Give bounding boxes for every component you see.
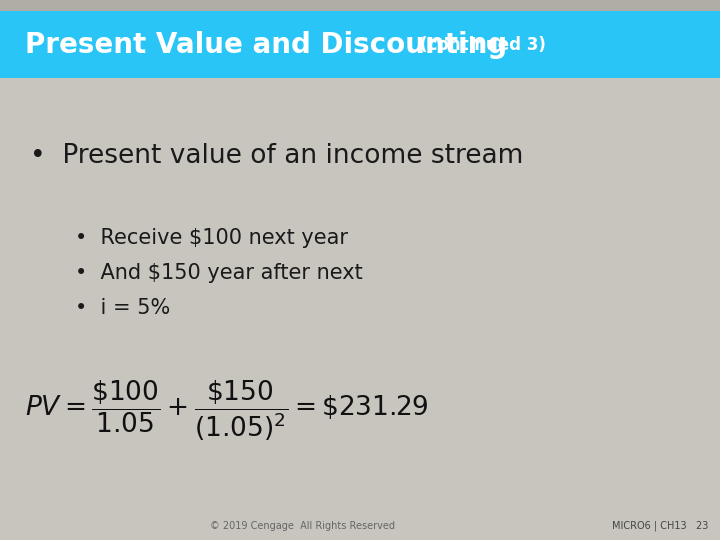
Text: •  And $150 year after next: • And $150 year after next [75, 264, 363, 284]
Text: •  Present value of an income stream: • Present value of an income stream [30, 143, 523, 170]
Bar [0, 11, 720, 78]
Text: Present Value and Discounting: Present Value and Discounting [25, 31, 508, 58]
Text: MICRO6 | CH13   23: MICRO6 | CH13 23 [611, 521, 708, 531]
Text: $\mathit{PV} = \dfrac{\$100}{1.05} + \dfrac{\$150}{(1.05)^2} = \$231.29$: $\mathit{PV} = \dfrac{\$100}{1.05} + \df… [25, 379, 428, 443]
Text: •  i = 5%: • i = 5% [75, 298, 170, 318]
Text: (continued 3): (continued 3) [420, 36, 546, 53]
Bar [0, 0, 720, 19]
Text: © 2019 Cengage  All Rights Reserved: © 2019 Cengage All Rights Reserved [210, 521, 395, 531]
Text: •  Receive $100 next year: • Receive $100 next year [75, 228, 348, 248]
